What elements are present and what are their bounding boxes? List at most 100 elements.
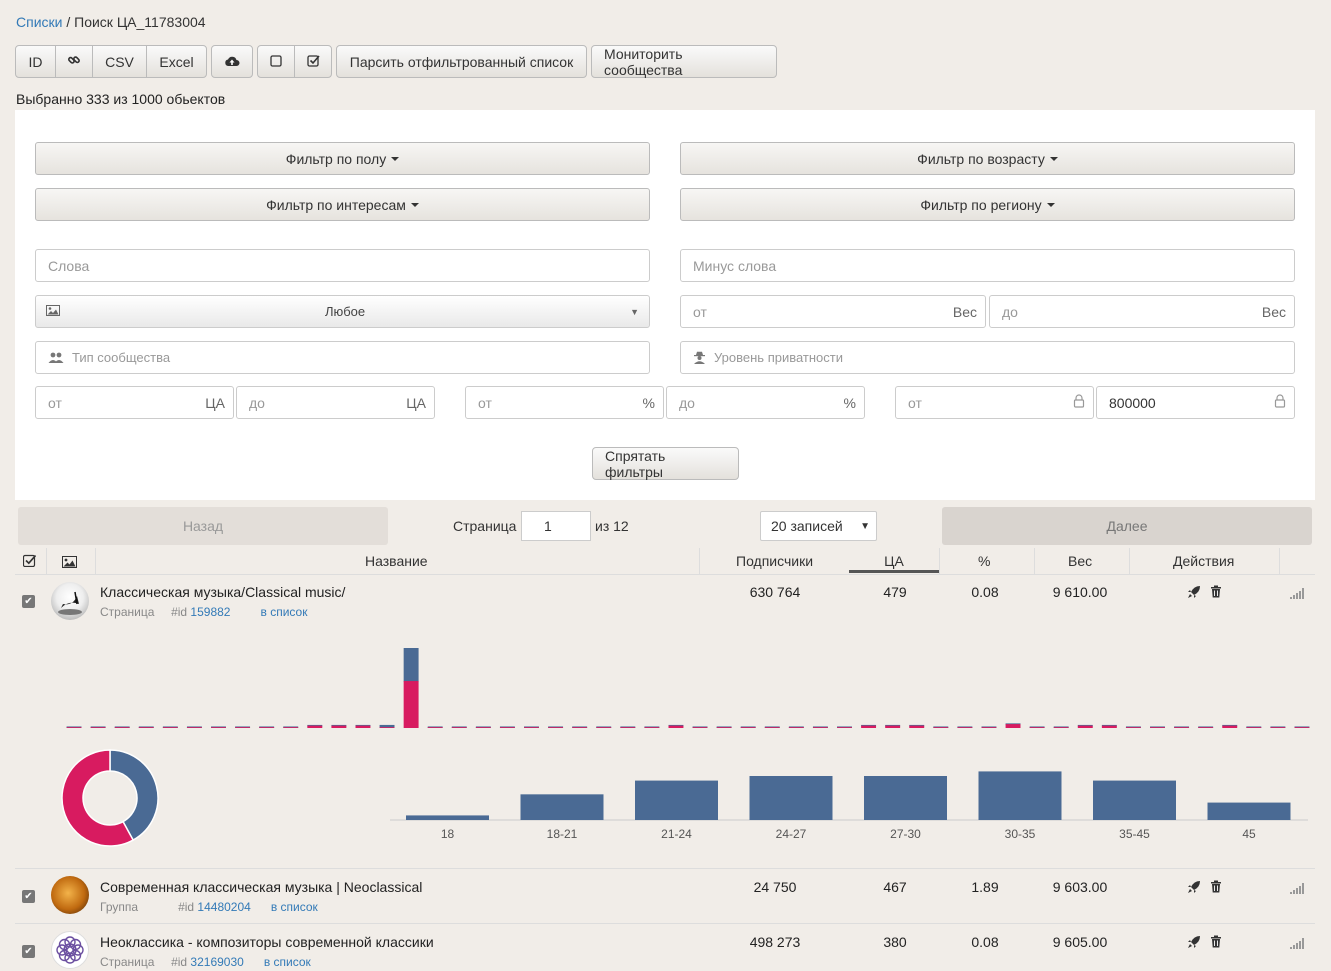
age-tick-label: 18 bbox=[441, 827, 455, 841]
weight-value: 9 605.00 bbox=[1052, 934, 1108, 950]
page-number-input[interactable]: 1 bbox=[521, 511, 591, 541]
activity-bar-segment-female bbox=[1029, 727, 1045, 728]
activity-bar-segment-female bbox=[909, 725, 925, 728]
activity-bar-segment-female bbox=[403, 681, 419, 728]
table-row: ✔ Неоклассика - композиторы современной … bbox=[15, 927, 1315, 971]
export-links-button[interactable] bbox=[55, 45, 93, 78]
ca-to-input[interactable]: до ЦА bbox=[236, 386, 435, 419]
ca-from-input[interactable]: от ЦА bbox=[35, 386, 234, 419]
select-all-button[interactable] bbox=[294, 45, 332, 78]
table-row: ✔ Современная классическая музыка | Neoc… bbox=[15, 872, 1315, 922]
stats-icon[interactable] bbox=[1290, 586, 1304, 602]
activity-bar-segment-female bbox=[644, 727, 660, 728]
page-number-value: 1 bbox=[544, 518, 552, 534]
deselect-all-button[interactable] bbox=[257, 45, 295, 78]
stats-icon[interactable] bbox=[1290, 936, 1304, 952]
next-page-button[interactable]: Далее bbox=[942, 507, 1312, 545]
weight-to-input[interactable]: до Вес bbox=[989, 295, 1295, 328]
parse-filtered-button[interactable]: Парсить отфильтрованный список bbox=[336, 45, 587, 78]
privacy-level-placeholder: Уровень приватности bbox=[714, 350, 844, 365]
age-filter-dropdown[interactable]: Фильтр по возрасту bbox=[680, 142, 1295, 175]
pct-to-input[interactable]: до % bbox=[666, 386, 865, 419]
region-filter-dropdown[interactable]: Фильтр по региону bbox=[680, 188, 1295, 221]
column-header-name[interactable]: Название bbox=[365, 553, 428, 569]
rocket-icon[interactable] bbox=[1187, 880, 1201, 897]
column-header-ca[interactable]: ЦА bbox=[849, 553, 939, 573]
minus-words-input[interactable]: Минус слова bbox=[680, 249, 1295, 282]
trash-icon[interactable] bbox=[1210, 935, 1222, 951]
weight-value: 9 603.00 bbox=[1052, 879, 1108, 895]
trash-icon[interactable] bbox=[1210, 880, 1222, 896]
per-page-select[interactable]: 20 записей ▼ bbox=[760, 511, 877, 541]
weight-from-input[interactable]: от Вес bbox=[680, 295, 986, 328]
ca-to-placeholder: до bbox=[249, 394, 265, 411]
column-header-weight[interactable]: Вес bbox=[1068, 553, 1093, 569]
ca-value: 479 bbox=[883, 584, 907, 600]
privacy-level-select[interactable]: Уровень приватности bbox=[680, 341, 1295, 374]
selection-counter: Выбранно 333 из 1000 обьектов bbox=[16, 91, 226, 107]
breadcrumb-separator: / bbox=[62, 14, 75, 30]
ca-from-suffix: ЦА bbox=[205, 394, 225, 411]
ca-from-placeholder: от bbox=[48, 394, 62, 411]
pct-value: 0.08 bbox=[971, 584, 999, 600]
cloud-upload-button[interactable] bbox=[211, 45, 253, 78]
breadcrumb-link-lists[interactable]: Списки bbox=[16, 14, 63, 30]
community-type-placeholder: Тип сообщества bbox=[72, 350, 171, 365]
export-excel-button[interactable]: Excel bbox=[146, 45, 207, 78]
age-bar bbox=[978, 771, 1062, 820]
stats-icon[interactable] bbox=[1290, 881, 1304, 897]
select-arrow-icon: ▼ bbox=[630, 306, 639, 317]
community-id-link[interactable]: 14480204 bbox=[197, 900, 251, 914]
community-id-link[interactable]: 159882 bbox=[190, 605, 231, 619]
words-input[interactable]: Слова bbox=[35, 249, 650, 282]
toolbar: ID CSV Excel Парсить отфильтрованный спи… bbox=[15, 45, 777, 78]
avatar bbox=[51, 931, 89, 969]
activity-bar-segment-female bbox=[1125, 727, 1141, 728]
activity-bar-segment-female bbox=[283, 727, 299, 728]
interests-filter-dropdown[interactable]: Фильтр по интересам bbox=[35, 188, 650, 221]
select-all-checkbox[interactable] bbox=[22, 554, 37, 570]
age-tick-label: 45 bbox=[1242, 827, 1256, 841]
privacy-from-placeholder: от bbox=[908, 394, 922, 411]
avatar bbox=[51, 582, 89, 620]
gender-filter-dropdown[interactable]: Фильтр по полу bbox=[35, 142, 650, 175]
age-bar bbox=[635, 780, 718, 820]
community-type-select[interactable]: Тип сообщества bbox=[35, 341, 650, 374]
privacy-to-input[interactable]: 800000 bbox=[1096, 386, 1295, 419]
column-header-subscribers[interactable]: Подписчики bbox=[736, 553, 814, 569]
export-id-button[interactable]: ID bbox=[15, 45, 56, 78]
prev-page-button[interactable]: Назад bbox=[18, 507, 388, 545]
activity-bar-segment-female bbox=[981, 727, 997, 728]
rocket-icon[interactable] bbox=[1187, 585, 1201, 602]
donut-slice bbox=[109, 749, 159, 842]
rocket-icon[interactable] bbox=[1187, 935, 1201, 952]
row-checkbox[interactable]: ✔ bbox=[22, 890, 35, 903]
subscribers-value: 498 273 bbox=[749, 934, 801, 950]
export-csv-button[interactable]: CSV bbox=[92, 45, 147, 78]
gender-filter-label: Фильтр по полу bbox=[285, 150, 387, 167]
add-to-list-link[interactable]: в список bbox=[263, 955, 311, 969]
add-to-list-link[interactable]: в список bbox=[270, 900, 318, 914]
age-bar-chart: 18 18-21 21-24 24-27 27-30 30-35 35-45 45 bbox=[390, 771, 1308, 841]
row-checkbox[interactable]: ✔ bbox=[22, 945, 35, 958]
monitor-communities-button[interactable]: Мониторить сообщества bbox=[591, 45, 777, 78]
activity-bar-segment-male bbox=[403, 648, 419, 682]
community-name[interactable]: Классическая музыка/Classical music/ bbox=[100, 584, 346, 600]
age-tick-label: 27-30 bbox=[890, 827, 921, 841]
column-header-pct[interactable]: % bbox=[978, 553, 991, 569]
add-to-list-link[interactable]: в список bbox=[260, 605, 308, 619]
image-type-select[interactable]: Любое ▼ bbox=[35, 295, 650, 328]
activity-bar-segment-female bbox=[812, 727, 828, 728]
community-id-link[interactable]: 32169030 bbox=[190, 955, 244, 969]
trash-icon[interactable] bbox=[1210, 585, 1222, 601]
pct-from-input[interactable]: от % bbox=[465, 386, 664, 419]
pct-from-suffix: % bbox=[642, 394, 655, 411]
privacy-from-input[interactable]: от bbox=[895, 386, 1094, 419]
age-bar bbox=[520, 794, 604, 820]
community-name[interactable]: Современная классическая музыка | Neocla… bbox=[100, 879, 423, 895]
subscribers-value: 24 750 bbox=[753, 879, 797, 895]
checkbox-empty-icon bbox=[270, 54, 282, 70]
row-checkbox[interactable]: ✔ bbox=[22, 595, 35, 608]
community-name[interactable]: Неоклассика - композиторы современной кл… bbox=[100, 934, 434, 950]
hide-filters-button[interactable]: Спрятать фильтры bbox=[592, 447, 739, 480]
